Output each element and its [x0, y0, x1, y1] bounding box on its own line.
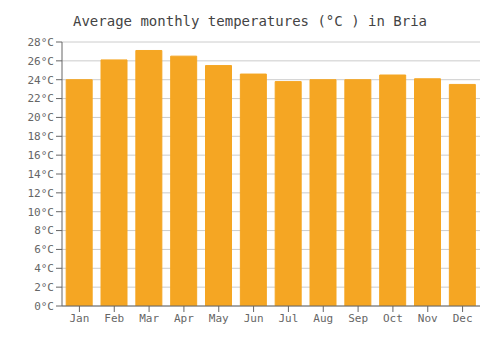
svg-text:6°C: 6°C: [34, 243, 54, 256]
svg-text:18°C: 18°C: [28, 130, 55, 143]
svg-text:10°C: 10°C: [28, 206, 55, 219]
svg-text:Jul: Jul: [278, 312, 298, 325]
svg-text:24°C: 24°C: [28, 74, 55, 87]
svg-text:28°C: 28°C: [28, 36, 55, 49]
svg-text:Mar: Mar: [139, 312, 159, 325]
svg-text:Oct: Oct: [383, 312, 403, 325]
svg-text:Aug: Aug: [313, 312, 333, 325]
svg-text:4°C: 4°C: [34, 262, 54, 275]
svg-text:12°C: 12°C: [28, 187, 55, 200]
svg-text:22°C: 22°C: [28, 92, 55, 105]
svg-text:14°C: 14°C: [28, 168, 55, 181]
svg-text:Nov: Nov: [418, 312, 438, 325]
svg-text:20°C: 20°C: [28, 111, 55, 124]
svg-text:0°C: 0°C: [34, 300, 54, 313]
svg-text:Jun: Jun: [244, 312, 264, 325]
svg-text:Sep: Sep: [348, 312, 368, 325]
svg-text:Feb: Feb: [104, 312, 124, 325]
svg-text:26°C: 26°C: [28, 55, 55, 68]
svg-text:2°C: 2°C: [34, 281, 54, 294]
svg-text:16°C: 16°C: [28, 149, 55, 162]
svg-text:8°C: 8°C: [34, 224, 54, 237]
svg-text:Apr: Apr: [174, 312, 194, 325]
svg-text:May: May: [209, 312, 229, 325]
svg-text:Jan: Jan: [69, 312, 89, 325]
html-text:Average monthly temperatures (: Average monthly temperatures (°C ) in Br…: [73, 13, 427, 29]
svg-text:Dec: Dec: [453, 312, 473, 325]
